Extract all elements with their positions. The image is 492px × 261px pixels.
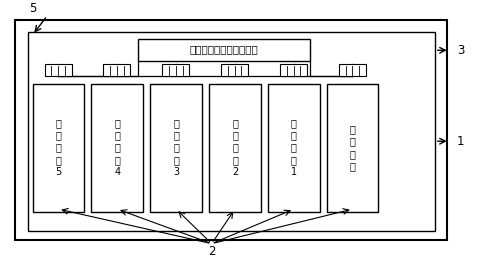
Bar: [268, 84, 320, 212]
Text: 3: 3: [457, 44, 464, 57]
Text: 外接端口（开入量模块）: 外接端口（开入量模块）: [189, 45, 258, 55]
Bar: [28, 32, 435, 231]
Text: 5: 5: [29, 2, 36, 15]
Text: 显
示
模
块
5: 显 示 模 块 5: [55, 118, 62, 177]
Text: 显
示
模
块
1: 显 示 模 块 1: [291, 118, 297, 177]
Bar: [339, 64, 366, 76]
Bar: [92, 84, 143, 212]
Bar: [151, 84, 202, 212]
Text: 1: 1: [457, 135, 464, 148]
Bar: [162, 64, 189, 76]
Text: 显
示
模
块
4: 显 示 模 块 4: [114, 118, 120, 177]
Bar: [327, 84, 378, 212]
Text: 电
源
模
块: 电 源 模 块: [350, 124, 356, 171]
Text: 2: 2: [208, 245, 215, 258]
Bar: [32, 84, 84, 212]
Bar: [138, 39, 310, 61]
Bar: [221, 64, 248, 76]
Bar: [45, 64, 72, 76]
Bar: [209, 84, 261, 212]
Bar: [280, 64, 307, 76]
Bar: [15, 20, 447, 240]
Bar: [103, 64, 130, 76]
Text: 显
示
模
块
3: 显 示 模 块 3: [173, 118, 179, 177]
Text: 显
示
模
块
2: 显 示 模 块 2: [232, 118, 238, 177]
